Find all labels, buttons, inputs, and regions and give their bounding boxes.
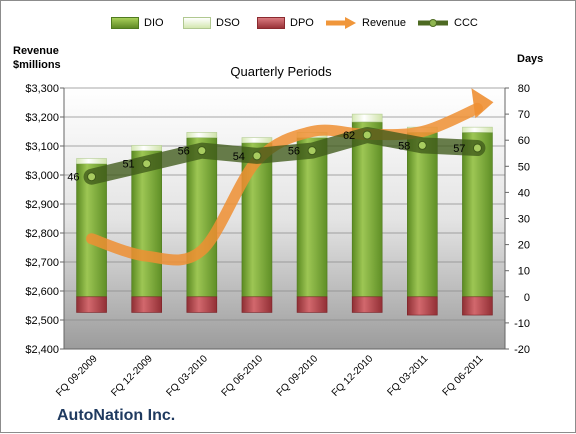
right-tick-label: 10 — [518, 266, 530, 278]
x-tick-label: FQ 09-2009 — [54, 353, 100, 399]
ccc-point — [142, 159, 152, 169]
x-tick-label: FQ 06-2011 — [441, 353, 486, 398]
left-tick-label: $2,800 — [25, 228, 59, 240]
bar-dio — [462, 132, 493, 298]
bar-dpo — [131, 296, 162, 313]
legend-item-dio: DIO — [111, 13, 164, 33]
left-tick-label: $2,500 — [25, 315, 59, 327]
right-tick-label: 20 — [518, 240, 530, 252]
ccc-data-label: 57 — [453, 143, 465, 155]
legend-label-dso: DSO — [216, 17, 240, 29]
bar-dpo — [462, 296, 493, 316]
legend-item-dpo: DPO — [257, 13, 314, 33]
ccc-line — [83, 126, 486, 185]
left-tick-label: $2,700 — [25, 257, 59, 269]
ccc-data-label: 46 — [67, 172, 79, 184]
bar-dso — [462, 126, 493, 133]
bar-dio — [296, 137, 328, 298]
legend-label-revenue: Revenue — [362, 17, 407, 29]
bar-dso — [76, 158, 107, 164]
bar-dpo — [351, 296, 383, 313]
plot-title: Quarterly Periods — [230, 64, 332, 79]
left-tick-label: $2,400 — [25, 344, 59, 356]
ccc-point — [472, 143, 482, 153]
bar-dpo — [407, 296, 438, 316]
x-tick-label: FQ 03-2010 — [164, 353, 210, 399]
ccc-series: 46 51 56 54 56 62 58 57 — [67, 126, 486, 185]
legend-swatch-dio — [111, 17, 139, 29]
legend-swatch-dso — [183, 17, 211, 29]
right-tick-label: -20 — [514, 344, 530, 356]
bar-dpo — [76, 296, 107, 313]
legend-label-ccc: CCC — [454, 17, 478, 29]
ccc-point — [87, 172, 97, 182]
left-axis-title: Revenue $millions — [13, 44, 61, 72]
right-tick-label: 70 — [518, 109, 530, 121]
legend-label-dpo: DPO — [290, 17, 314, 29]
x-tick-label: FQ 12-2009 — [109, 353, 155, 399]
ccc-point — [417, 140, 427, 150]
legend-item-dso: DSO — [183, 13, 240, 33]
bar-dpo — [241, 296, 273, 313]
right-tick-label: -10 — [514, 318, 530, 330]
x-tick-label: FQ 09-2010 — [275, 353, 321, 399]
revenue-series — [86, 88, 494, 266]
legend-swatch-dpo — [257, 17, 285, 29]
right-tick-label: 60 — [518, 135, 530, 147]
bar-dpo — [186, 296, 218, 313]
right-axis-title: Days — [517, 53, 544, 65]
ccc-data-label: 62 — [343, 130, 355, 142]
x-tick-label: FQ 06-2010 — [220, 353, 266, 399]
ccc-data-label: 56 — [178, 146, 190, 158]
ccc-data-label: 54 — [233, 151, 245, 163]
left-axis-title-line1: Revenue — [13, 45, 59, 57]
right-tick-label: 80 — [518, 83, 530, 95]
bar-dio — [131, 150, 162, 298]
legend-arrow-revenue — [326, 17, 356, 29]
x-tick-label: FQ 12-2010 — [330, 353, 376, 399]
left-axis-title-line2: $millions — [13, 59, 61, 71]
right-tick-label: 0 — [524, 292, 530, 304]
bar-dio — [351, 121, 383, 298]
bar-dso — [351, 113, 383, 123]
ccc-data-label: 56 — [288, 146, 300, 158]
left-tick-label: $2,900 — [25, 199, 59, 211]
x-tick-label: FQ 03-2011 — [385, 353, 430, 398]
ccc-data-label: 51 — [122, 159, 134, 171]
bar-dio — [186, 137, 218, 298]
ccc-data-label: 58 — [398, 140, 410, 152]
ccc-point — [362, 130, 372, 140]
bar-dso — [241, 137, 273, 144]
right-tick-label: 30 — [518, 214, 530, 226]
right-tick-label: 40 — [518, 187, 530, 199]
ccc-point — [307, 146, 317, 156]
bar-dso — [186, 132, 218, 138]
left-tick-label: $3,100 — [25, 141, 59, 153]
left-tick-label: $3,200 — [25, 112, 59, 124]
left-tick-label: $2,600 — [25, 286, 59, 298]
left-tick-label: $3,000 — [25, 170, 59, 182]
ccc-point — [252, 151, 262, 161]
ccc-point — [197, 146, 207, 156]
revenue-line — [86, 102, 483, 266]
legend: DIO DSO DPO Revenue CCC — [111, 13, 511, 33]
bar-dso — [131, 145, 162, 151]
bar-dpo — [296, 296, 328, 313]
left-tick-label: $3,300 — [25, 83, 59, 95]
legend-label-dio: DIO — [144, 17, 164, 29]
right-tick-label: 50 — [518, 161, 530, 173]
revenue-arrowhead — [471, 88, 494, 119]
bar-dio — [407, 132, 438, 298]
legend-item-ccc: CCC — [417, 13, 478, 33]
legend-line-ccc — [418, 19, 448, 27]
legend-item-revenue: Revenue — [325, 13, 406, 33]
company-name: AutoNation Inc. — [57, 407, 176, 424]
